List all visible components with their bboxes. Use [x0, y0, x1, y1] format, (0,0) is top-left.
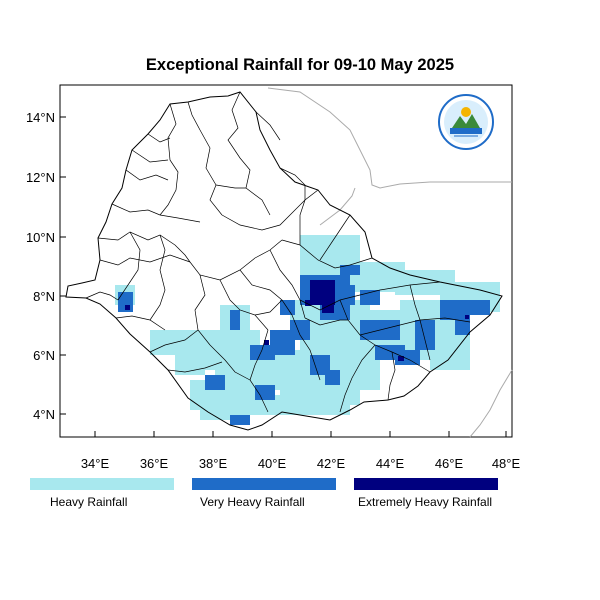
axis-ticks — [60, 116, 507, 437]
rainfall-cell — [415, 320, 435, 350]
rainfall-cell — [305, 300, 311, 306]
lat-tick-label: 4°N — [33, 407, 55, 422]
legend-label-extreme: Extremely Heavy Rainfall — [358, 495, 493, 509]
neighbor-borders — [267, 87, 513, 438]
lon-tick-label: 48°E — [492, 456, 521, 471]
rainfall-cell — [280, 300, 295, 315]
plot-frame — [59, 84, 513, 438]
internal-boundaries — [85, 91, 471, 413]
rainfall-cell — [230, 310, 240, 330]
axis-tick-labels: 14°N 12°N 10°N 8°N 6°N 4°N 34°E 36°E 38°E 40°E 42°… — [26, 110, 521, 471]
lat-tick-label: 8°N — [33, 289, 55, 304]
rainfall-cell — [255, 385, 275, 400]
rainfall-cell — [395, 350, 420, 365]
rainfall-cell — [465, 315, 469, 319]
rainfall-cell — [205, 375, 225, 390]
rainfall-cell — [250, 345, 275, 360]
lon-tick-label: 36°E — [140, 456, 169, 471]
lon-tick-label: 38°E — [199, 456, 228, 471]
lon-tick-label: 44°E — [376, 456, 405, 471]
rainfall-cell — [264, 340, 269, 345]
weather-agency-logo-icon — [438, 94, 494, 150]
rainfall-layer — [115, 235, 500, 425]
lon-tick-label: 46°E — [435, 456, 464, 471]
rainfall-cell — [470, 300, 490, 315]
legend-label-very-heavy: Very Heavy Rainfall — [200, 495, 305, 509]
lat-tick-label: 6°N — [33, 348, 55, 363]
country-boundary — [65, 91, 503, 431]
rainfall-cell — [340, 265, 360, 275]
rainfall-cell — [310, 395, 350, 415]
rainfall-cell — [322, 295, 334, 313]
rainfall-cell — [455, 320, 470, 335]
rainfall-cell — [125, 305, 130, 310]
legend-label-heavy: Heavy Rainfall — [50, 495, 128, 509]
legend-swatch-heavy — [30, 478, 174, 490]
lon-tick-label: 42°E — [317, 456, 346, 471]
rainfall-cell — [230, 415, 250, 425]
lat-tick-label: 14°N — [26, 110, 55, 125]
lat-tick-label: 10°N — [26, 230, 55, 245]
lon-tick-label: 34°E — [81, 456, 110, 471]
rainfall-cell — [440, 300, 470, 320]
map-title: Exceptional Rainfall for 09-10 May 2025 — [145, 56, 455, 74]
rainfall-cell — [325, 370, 340, 385]
lon-tick-label: 40°E — [258, 456, 287, 471]
rainfall-cell — [430, 330, 470, 370]
legend-swatch-extreme — [354, 478, 498, 490]
rainfall-cell — [398, 356, 404, 361]
lat-tick-label: 12°N — [26, 170, 55, 185]
legend-swatch-very-heavy — [192, 478, 336, 490]
